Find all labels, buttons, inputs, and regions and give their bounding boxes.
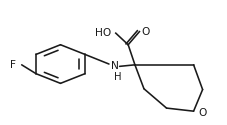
Text: O: O [142, 27, 150, 37]
Text: HO: HO [95, 28, 111, 38]
Text: O: O [199, 108, 207, 118]
Text: N: N [111, 61, 118, 71]
Text: H: H [114, 72, 121, 82]
Text: F: F [10, 60, 16, 70]
